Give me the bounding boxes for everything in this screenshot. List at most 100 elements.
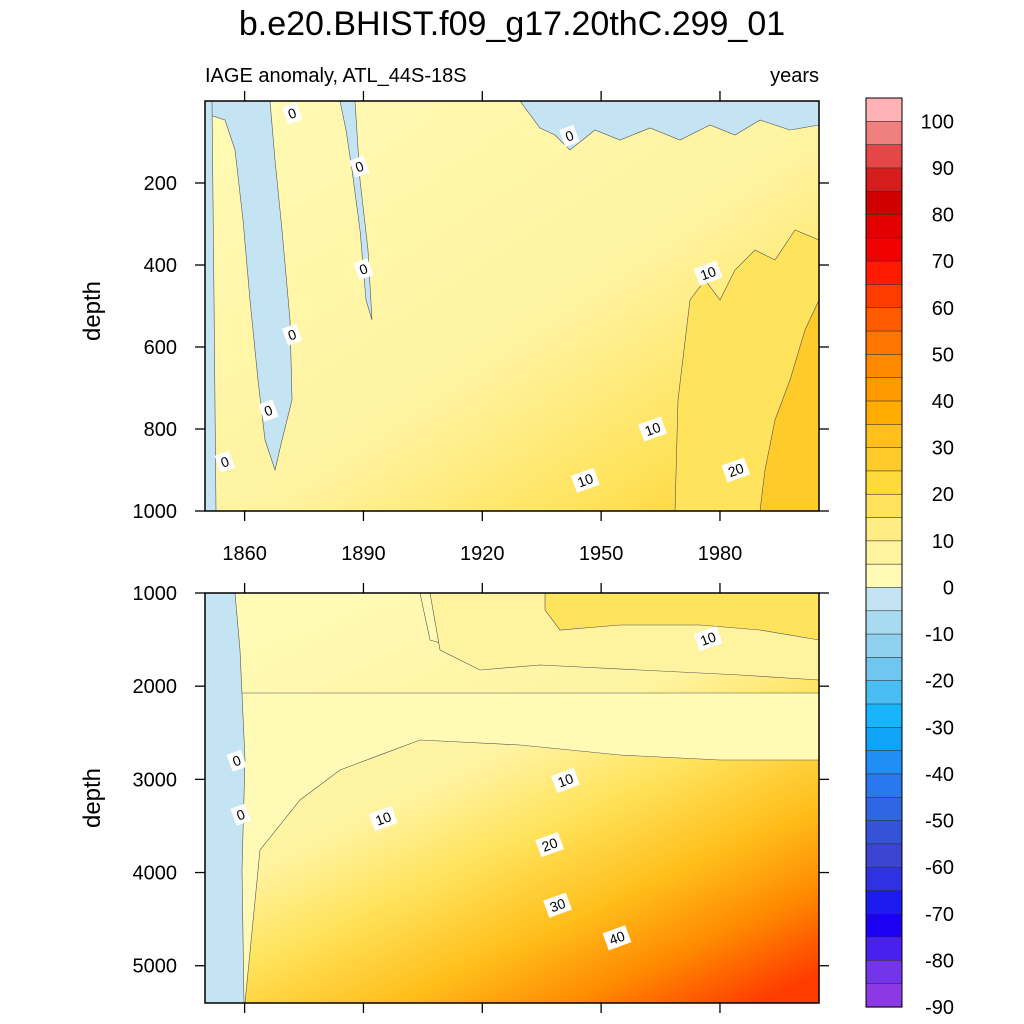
contour-label-bg	[535, 832, 564, 858]
x-tick-label: 1890	[341, 543, 386, 565]
contour-label: 30	[543, 892, 572, 918]
contour-label: 0	[559, 124, 580, 147]
contour-label-text: 10	[373, 808, 393, 828]
colorbar-label: 80	[932, 205, 954, 227]
y-tick-label: 200	[144, 173, 177, 195]
contour-label: 20	[535, 832, 564, 858]
x-tick-label: 1950	[579, 543, 624, 565]
colorbar-label: 30	[932, 438, 954, 460]
subtitle-left: IAGE anomaly, ATL_44S-18S	[205, 65, 467, 87]
colorbar-label: -40	[925, 764, 954, 786]
y-tick-label: 4000	[133, 863, 178, 885]
lower-mid-pale-band	[239, 692, 819, 1003]
contour-label-text: 20	[540, 834, 560, 854]
upper-plot-frame	[204, 100, 820, 512]
colorbar-box	[865, 773, 903, 798]
colorbar-label: 50	[932, 344, 954, 366]
colorbar-label: 10	[932, 531, 954, 553]
y-tick-label: 400	[144, 255, 177, 277]
contour-label-bg	[226, 749, 247, 772]
colorbar-box	[865, 470, 903, 495]
colorbar-box	[865, 796, 903, 822]
upper-ylabel: depth	[79, 281, 106, 341]
colorbar-box	[865, 657, 903, 682]
upper-negative-region-b	[205, 101, 217, 511]
colorbar-label: 0	[943, 577, 954, 599]
colorbar-label: -60	[925, 857, 954, 879]
contour-label: 0	[282, 323, 303, 346]
colorbar-label: 70	[932, 251, 954, 273]
colorbar-box	[865, 214, 903, 239]
contour-label-bg	[721, 457, 751, 483]
x-tick-labels: 1860 1890 1920 1950 1980	[222, 543, 742, 565]
colorbar-box	[865, 960, 903, 985]
figure-title: b.e20.BHIST.f09_g17.20thC.299_01	[239, 5, 785, 43]
contour-label: 0	[349, 155, 370, 178]
y-tick-label: 5000	[133, 956, 178, 978]
lower-panel: 1000 2000 3000 4000 5000 10 0 10 0 10 20 30 40 dept…	[79, 583, 829, 1013]
contour-label-text: 20	[726, 460, 746, 480]
colorbar-box	[865, 610, 903, 635]
colorbar-box	[865, 890, 903, 915]
contour-label: 10	[693, 260, 723, 286]
colorbar-box	[865, 400, 903, 425]
lower-plot-frame	[204, 592, 820, 1004]
upper-panel: 200 400 600 800 1000 0 0 0 0 0 0 0 10 10 10 20 depth	[79, 91, 829, 523]
contour-label-text: 10	[698, 263, 718, 283]
colorbar-box	[865, 190, 903, 216]
contour-label-bg	[602, 925, 632, 951]
contour-label: 10	[570, 467, 600, 493]
colorbar-box	[865, 121, 903, 146]
contour-label-bg	[693, 260, 723, 286]
colorbar-box	[865, 330, 903, 355]
colorbar-box	[865, 97, 903, 122]
colorbar-box	[865, 307, 903, 332]
colorbar-label: -30	[925, 717, 954, 739]
colorbar-label: -50	[925, 811, 954, 833]
contour-label-bg	[693, 626, 723, 652]
contour-label: 10	[551, 767, 580, 793]
colorbar-box	[865, 447, 903, 472]
contour-label-bg	[282, 323, 303, 346]
colorbar-label: 100	[921, 111, 954, 133]
contour-label-text: 10	[575, 470, 595, 490]
colorbar-box	[865, 237, 903, 262]
lower-upper-orange-wedge	[544, 593, 819, 641]
x-tick-label: 1860	[222, 543, 267, 565]
contour-label-bg	[353, 258, 374, 281]
colorbar-label: -20	[925, 671, 954, 693]
x-tick-label: 1920	[460, 543, 505, 565]
lower-negative-region	[205, 593, 246, 1003]
colorbar-label: 60	[932, 298, 954, 320]
colorbar-box	[865, 587, 903, 612]
contour-label-bg	[551, 767, 580, 793]
colorbar-box	[865, 727, 903, 752]
contour-label-bg	[230, 803, 251, 826]
colorbar-box	[865, 563, 903, 589]
colorbar-box	[865, 354, 903, 379]
contour-label-bg	[282, 102, 303, 125]
colorbar-box	[865, 633, 903, 658]
contour-label-bg	[559, 124, 580, 147]
contour-label: 10	[368, 805, 398, 832]
contour-label-text: 10	[643, 419, 663, 439]
colorbar-label: -80	[925, 950, 954, 972]
colorbar-box	[865, 167, 903, 192]
contour-label-text: 10	[698, 628, 718, 648]
contour-label: 0	[353, 258, 374, 281]
contour-label: 40	[602, 925, 632, 951]
contour-label: 0	[282, 102, 303, 125]
upper-contour-labels: 0 0 0 0 0 0 0 10 10 10 20	[214, 102, 751, 493]
colorbar-label: 90	[932, 158, 954, 180]
contour-label: 0	[226, 749, 247, 772]
colorbar: 1009080706050403020100-10-20-30-40-50-60…	[865, 97, 954, 1019]
colorbar-label: -70	[925, 904, 954, 926]
colorbar-box	[865, 424, 903, 449]
colorbar-box	[865, 913, 903, 938]
upper-orange-band-20	[759, 299, 819, 511]
contour-label-bg	[214, 450, 235, 473]
colorbar-label: -10	[925, 624, 954, 646]
colorbar-box	[865, 843, 903, 868]
contour-label-bg	[258, 399, 279, 422]
